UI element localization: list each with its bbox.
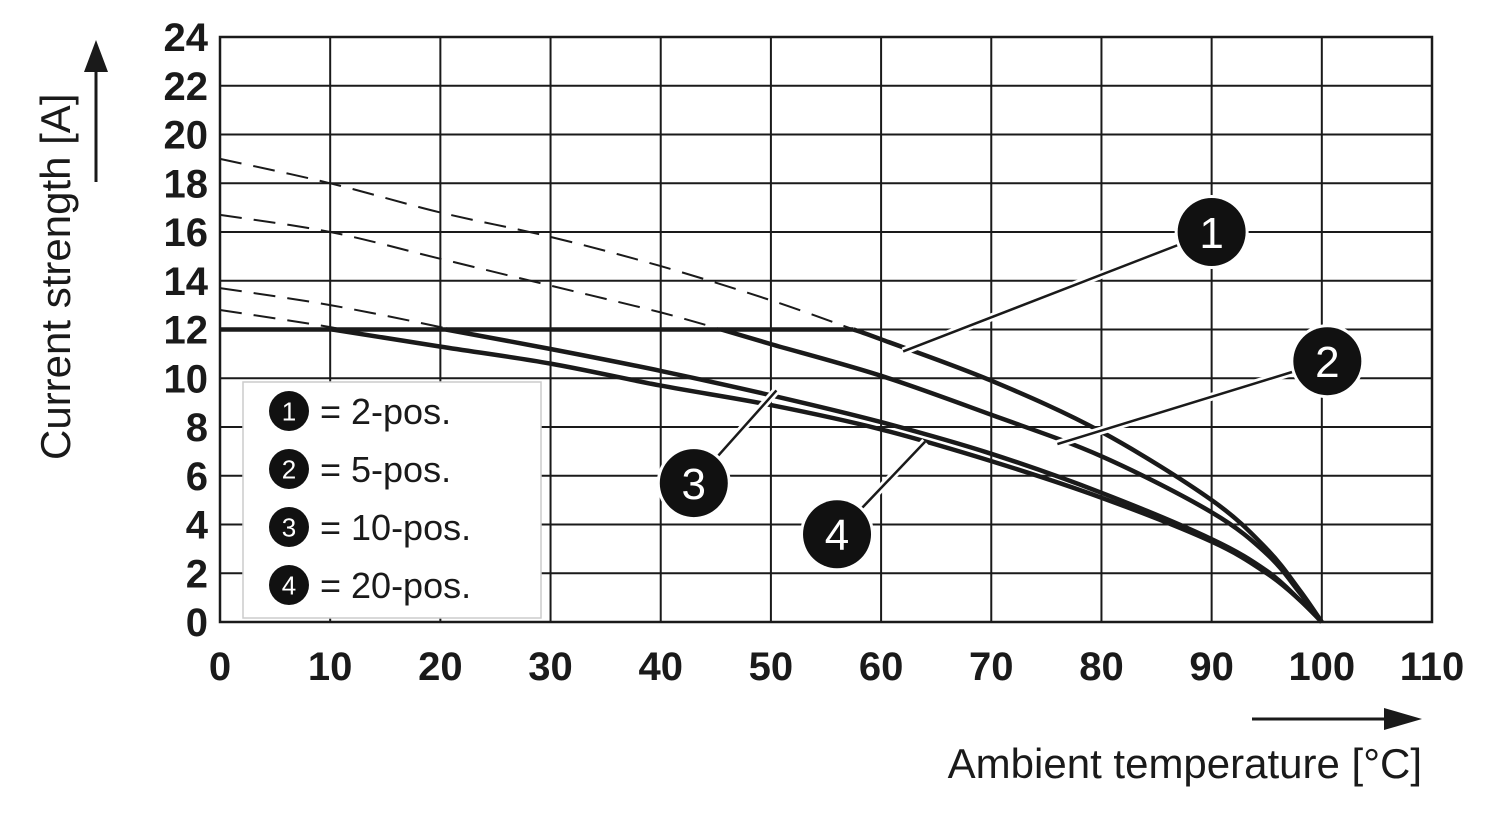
badge-number: 3 (282, 512, 296, 542)
x-tick-label: 80 (1079, 645, 1124, 689)
y-tick-label: 24 (164, 16, 209, 60)
x-tick-label: 20 (418, 645, 463, 689)
x-tick-label: 10 (308, 645, 353, 689)
legend-badge-1: 1 (266, 388, 312, 434)
y-tick-label: 10 (164, 357, 209, 401)
series-4-dashed-line (219, 309, 341, 331)
y-tick-label: 12 (164, 309, 209, 353)
y-tick-label: 20 (164, 114, 209, 158)
y-tick-label: 14 (164, 260, 209, 304)
series-3-dashed-line (219, 287, 452, 331)
y-tick-label: 8 (186, 406, 208, 450)
x-tick-label: 0 (209, 645, 231, 689)
badge-number: 1 (282, 396, 296, 426)
legend-label: = 2-pos. (320, 391, 451, 432)
series-4-line (332, 327, 1324, 624)
x-tick-label: 40 (638, 645, 683, 689)
tick-labels: 0 10 20 30 40 50 60 70 80 90 100 110024681012141618… (164, 16, 1465, 689)
series-2-dashed-line (219, 213, 722, 331)
grid (218, 35, 1434, 624)
legend-label: = 20-pos. (320, 565, 471, 606)
badge-number: 3 (682, 460, 706, 509)
callout-leader-line (860, 440, 927, 510)
callout-badge-2: 2 (1290, 324, 1365, 399)
y-tick-label: 2 (186, 552, 208, 596)
legend-badge-2: 2 (266, 446, 312, 492)
badge-number: 1 (1199, 209, 1223, 258)
legend-label: = 10-pos. (320, 507, 471, 548)
x-tick-label: 60 (859, 645, 904, 689)
y-axis-arrow-icon (84, 40, 108, 182)
y-tick-label: 0 (186, 601, 208, 645)
legend-label: = 5-pos. (320, 449, 451, 490)
badge-number: 2 (282, 454, 296, 484)
x-tick-label: 70 (969, 645, 1014, 689)
badge-number: 2 (1315, 338, 1339, 387)
x-tick-label: 110 (1400, 645, 1465, 689)
x-tick-label: 100 (1288, 645, 1355, 689)
badge-number: 4 (282, 570, 296, 600)
series-2-line (720, 327, 1324, 624)
x-axis-arrow-icon (1252, 708, 1422, 730)
callout-badge-3: 3 (656, 446, 731, 521)
legend-badge-3: 3 (266, 504, 312, 550)
legend-badge-4: 4 (266, 562, 312, 608)
callout-leader-line (716, 389, 778, 458)
callouts: 1 2 3 4 (656, 195, 1365, 572)
y-tick-label: 16 (164, 211, 209, 255)
series-lines (219, 157, 1324, 624)
x-tick-label: 50 (749, 645, 794, 689)
y-tick-label: 4 (186, 504, 209, 548)
y-tick-label: 18 (164, 162, 209, 206)
badge-number: 4 (825, 511, 849, 560)
x-tick-label: 90 (1189, 645, 1234, 689)
y-tick-label: 6 (186, 455, 208, 499)
callout-badge-4: 4 (800, 497, 875, 572)
x-tick-label: 30 (528, 645, 573, 689)
y-tick-label: 22 (164, 65, 209, 109)
callout-leader-line (1057, 370, 1294, 446)
x-axis-title: Ambient temperature [°C] (948, 740, 1422, 787)
legend: 1 = 2-pos. 2 = 5-pos. 3 = 10-pos. 4 = 20-pos. (242, 381, 542, 619)
y-axis-title: Current strength [A] (32, 94, 79, 461)
callout-badge-1: 1 (1174, 195, 1249, 269)
callout-leader-line (902, 243, 1179, 353)
series-1-dashed-line (219, 157, 854, 331)
